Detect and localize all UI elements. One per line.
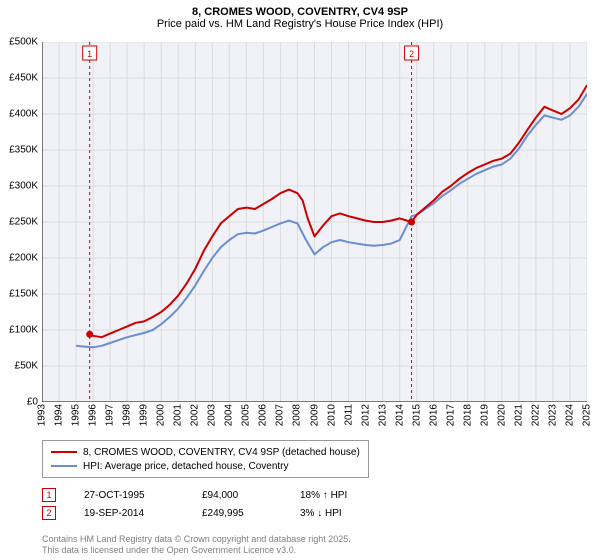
legend-item: 8, CROMES WOOD, COVENTRY, CV4 9SP (detac…	[51, 445, 360, 459]
transaction-date: 27-OCT-1995	[84, 490, 174, 501]
footer-line-2: This data is licensed under the Open Gov…	[42, 545, 351, 556]
legend-swatch	[51, 465, 77, 467]
x-tick-label: 2018	[462, 404, 473, 426]
transaction-delta: 18% ↑ HPI	[300, 490, 347, 501]
x-tick-label: 2013	[377, 404, 388, 426]
transaction-delta: 3% ↓ HPI	[300, 508, 342, 519]
y-tick-label: £350K	[9, 145, 38, 156]
x-tick-label: 2010	[326, 404, 337, 426]
x-tick-label: 2005	[241, 404, 252, 426]
x-tick-label: 2000	[156, 404, 167, 426]
transaction-marker-badge: 2	[42, 506, 56, 520]
x-tick-label: 1996	[88, 404, 99, 426]
x-tick-label: 2016	[428, 404, 439, 426]
transaction-price: £94,000	[202, 490, 272, 501]
legend-swatch	[51, 451, 77, 453]
transaction-marker-badge: 1	[42, 488, 56, 502]
chart-subtitle: Price paid vs. HM Land Registry's House …	[8, 18, 592, 30]
x-tick-label: 2019	[479, 404, 490, 426]
y-tick-label: £50K	[15, 361, 38, 372]
transaction-price: £249,995	[202, 508, 272, 519]
chart-title: 8, CROMES WOOD, COVENTRY, CV4 9SP	[8, 6, 592, 18]
x-tick-label: 2001	[173, 404, 184, 426]
y-axis: £0£50K£100K£150K£200K£250K£300K£350K£400…	[0, 42, 40, 402]
svg-text:2: 2	[409, 49, 414, 59]
transaction-row: 2 19-SEP-2014 £249,995 3% ↓ HPI	[42, 504, 347, 522]
x-tick-label: 2011	[343, 404, 354, 426]
transaction-row: 1 27-OCT-1995 £94,000 18% ↑ HPI	[42, 486, 347, 504]
y-tick-label: £150K	[9, 289, 38, 300]
x-tick-label: 2002	[190, 404, 201, 426]
x-tick-label: 1993	[37, 404, 48, 426]
x-tick-label: 1997	[105, 404, 116, 426]
y-tick-label: £400K	[9, 109, 38, 120]
chart-plot-area: 12	[42, 42, 587, 402]
x-tick-label: 2022	[530, 404, 541, 426]
y-tick-label: £250K	[9, 217, 38, 228]
x-tick-label: 2009	[309, 404, 320, 426]
x-tick-label: 2021	[513, 404, 524, 426]
legend-item: HPI: Average price, detached house, Cove…	[51, 459, 360, 473]
chart-title-block: 8, CROMES WOOD, COVENTRY, CV4 9SP Price …	[0, 0, 600, 34]
x-tick-label: 2004	[224, 404, 235, 426]
marker-dot	[408, 219, 415, 226]
y-tick-label: £450K	[9, 73, 38, 84]
x-tick-label: 1995	[71, 404, 82, 426]
legend: 8, CROMES WOOD, COVENTRY, CV4 9SP (detac…	[42, 440, 369, 478]
x-tick-label: 2012	[360, 404, 371, 426]
x-tick-label: 2023	[547, 404, 558, 426]
y-tick-label: £500K	[9, 37, 38, 48]
x-axis: 1993199419951996199719981999200020012002…	[42, 404, 587, 440]
x-tick-label: 2003	[207, 404, 218, 426]
footer-attribution: Contains HM Land Registry data © Crown c…	[42, 534, 351, 556]
x-tick-label: 1998	[122, 404, 133, 426]
x-tick-label: 2007	[275, 404, 286, 426]
x-tick-label: 1999	[139, 404, 150, 426]
x-tick-label: 2025	[582, 404, 593, 426]
x-tick-label: 2015	[411, 404, 422, 426]
x-tick-label: 2017	[445, 404, 456, 426]
x-tick-label: 2020	[496, 404, 507, 426]
x-tick-label: 1994	[54, 404, 65, 426]
transaction-table: 1 27-OCT-1995 £94,000 18% ↑ HPI 2 19-SEP-2014…	[42, 486, 347, 522]
marker-dot	[86, 331, 93, 338]
legend-label: 8, CROMES WOOD, COVENTRY, CV4 9SP (detac…	[83, 447, 360, 458]
legend-label: HPI: Average price, detached house, Cove…	[83, 461, 289, 472]
svg-text:1: 1	[87, 49, 92, 59]
transaction-date: 19-SEP-2014	[84, 508, 174, 519]
x-tick-label: 2024	[564, 404, 575, 426]
chart-svg: 12	[42, 42, 587, 402]
footer-line-1: Contains HM Land Registry data © Crown c…	[42, 534, 351, 545]
y-tick-label: £100K	[9, 325, 38, 336]
x-tick-label: 2014	[394, 404, 405, 426]
y-tick-label: £300K	[9, 181, 38, 192]
x-tick-label: 2008	[292, 404, 303, 426]
y-tick-label: £200K	[9, 253, 38, 264]
x-tick-label: 2006	[258, 404, 269, 426]
